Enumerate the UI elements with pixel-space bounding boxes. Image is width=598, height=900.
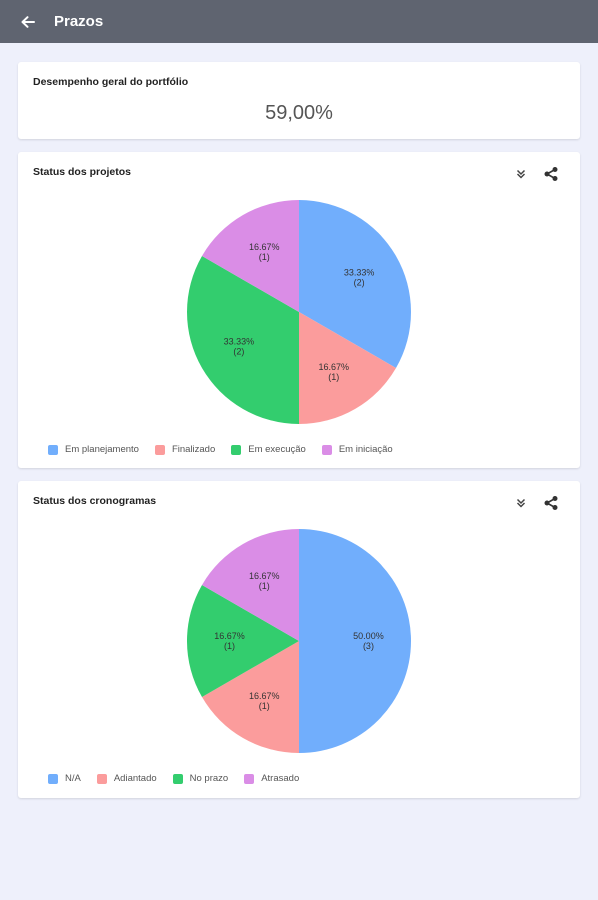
legend-swatch — [172, 773, 183, 784]
project-status-pie: 33.33%(2)16.67%(1)33.33%(2)16.67%(1) — [186, 200, 411, 424]
slice-count-label: (2) — [354, 277, 365, 287]
overall-performance-title: Desempenho geral do portfólio — [33, 76, 189, 88]
legend-swatch — [48, 773, 58, 784]
legend-swatch — [321, 444, 332, 455]
slice-percent-label: 16.67% — [318, 362, 349, 372]
slice-percent-label: 33.33% — [224, 337, 255, 347]
card-actions — [512, 494, 560, 512]
arrow-left-icon[interactable] — [19, 13, 37, 31]
legend-swatch — [231, 444, 242, 455]
legend-item[interactable]: Em execução — [231, 444, 306, 455]
legend-item[interactable]: N/A — [48, 773, 81, 784]
legend-label: Em planejamento — [65, 444, 139, 455]
app-bar: Prazos — [0, 0, 598, 43]
legend-item[interactable]: Em planejamento — [48, 444, 139, 455]
legend-label: Finalizado — [171, 444, 216, 455]
legend-item[interactable]: Atrasado — [244, 773, 299, 784]
legend-label: Em iniciação — [338, 444, 393, 455]
schedule-status-pie: 50.00%(3)16.67%(1)16.67%(1)16.67%(1) — [187, 529, 411, 753]
legend-item[interactable]: No prazo — [172, 773, 229, 784]
share-icon[interactable] — [542, 165, 560, 183]
legend-item[interactable]: Adiantado — [96, 773, 157, 784]
pie-slice[interactable] — [202, 200, 299, 312]
slice-count-label: (1) — [259, 701, 270, 711]
legend-swatch — [48, 444, 58, 455]
slice-percent-label: 16.67% — [249, 571, 280, 581]
slice-percent-label: 16.67% — [249, 691, 280, 701]
legend-swatch — [244, 773, 255, 784]
project-status-title: Status dos projetos — [33, 166, 132, 178]
slice-count-label: (1) — [259, 252, 270, 262]
pie-slice[interactable] — [299, 529, 411, 753]
share-icon[interactable] — [542, 494, 560, 512]
pie-slice[interactable] — [186, 256, 299, 424]
slice-count-label: (3) — [363, 641, 374, 651]
legend-item[interactable]: Finalizado — [154, 444, 216, 455]
pie-slice[interactable] — [202, 641, 299, 753]
slice-percent-label: 16.67% — [214, 631, 245, 641]
schedule-status-title: Status dos cronogramas — [33, 495, 157, 507]
legend-item[interactable]: Em iniciação — [321, 444, 393, 455]
pie-slice[interactable] — [299, 312, 396, 424]
overall-performance-value: 59,00% — [265, 102, 333, 124]
legend-swatch — [154, 444, 165, 455]
slice-percent-label: 33.33% — [344, 267, 375, 277]
slice-count-label: (1) — [259, 581, 270, 591]
card-actions — [512, 165, 560, 183]
schedule-status-legend: N/A Adiantado No prazo Atrasado — [48, 773, 315, 784]
slice-count-label: (1) — [328, 372, 339, 382]
legend-label: No prazo — [189, 773, 229, 784]
pie-slice[interactable] — [187, 585, 299, 697]
legend-label: Atrasado — [261, 773, 300, 784]
legend-swatch — [96, 773, 107, 784]
double-chevron-down-icon[interactable] — [512, 165, 530, 183]
legend-label: Adiantado — [113, 773, 157, 784]
pie-slice[interactable] — [299, 200, 411, 368]
legend-label: N/A — [65, 773, 81, 784]
project-status-legend: Em planejamento Finalizado Em execução E… — [48, 444, 409, 455]
project-status-card: Status dos projetos 33.33% (2) 16.67% (1) 33… — [18, 152, 580, 468]
slice-count-label: (1) — [224, 641, 235, 651]
page-title: Prazos — [54, 13, 104, 30]
double-chevron-down-icon[interactable] — [512, 494, 530, 512]
legend-label: Em execução — [248, 444, 306, 455]
pie-slice[interactable] — [202, 529, 299, 641]
slice-percent-label: 50.00% — [353, 631, 384, 641]
overall-performance-card: Desempenho geral do portfólio 59,00% — [18, 62, 580, 139]
slice-percent-label: 16.67% — [249, 242, 280, 252]
slice-count-label: (2) — [233, 347, 244, 357]
schedule-status-card: Status dos cronogramas 50.00% (3) 16.67% (1… — [18, 481, 580, 798]
